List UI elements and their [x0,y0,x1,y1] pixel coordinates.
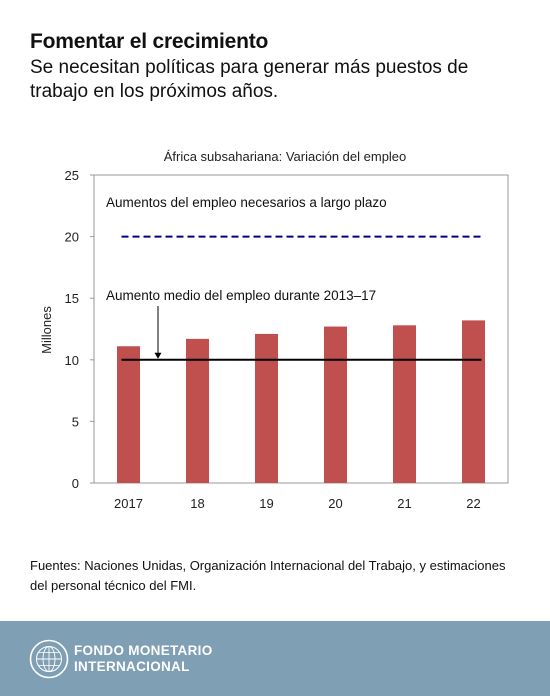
y-tick-label: 20 [65,230,79,245]
annotation-average: Aumento medio del empleo durante 2013–17 [106,288,376,303]
footer-bar: FONDO MONETARIO INTERNACIONAL [0,621,550,696]
y-tick-label: 25 [65,168,79,183]
y-axis: 0 5 10 15 20 25 [65,168,94,491]
y-tick-label: 5 [72,414,79,429]
x-tick-label: 21 [397,496,411,511]
x-tick-label: 20 [328,496,342,511]
plot-frame [93,174,509,484]
employment-chart: África subsahariana: Variación del emple… [39,149,509,511]
y-tick-label: 15 [65,291,79,306]
x-tick-label: 19 [259,496,273,511]
x-tick-label: 18 [190,496,204,511]
x-tick-label: 22 [466,496,480,511]
y-tick-label: 0 [72,476,79,491]
imf-logo-text: FONDO MONETARIO INTERNACIONAL [74,643,213,675]
imf-seal-icon [29,639,69,679]
y-tick-label: 10 [65,353,79,368]
annotation-long-term: Aumentos del empleo necesarios a largo p… [106,195,387,210]
annotation-arrowhead [154,352,162,359]
x-axis: 2017 18 19 20 21 22 [114,496,481,511]
chart-title: África subsahariana: Variación del emple… [164,149,407,164]
bars [117,320,485,483]
page-title: Fomentar el crecimiento [30,30,269,53]
logo-line-2: INTERNACIONAL [74,659,190,674]
bar-21 [393,325,416,483]
x-tick-label: 2017 [114,496,143,511]
bar-2017 [117,346,140,483]
bar-18 [186,338,209,483]
bar-19 [255,333,278,483]
source-note: Fuentes: Naciones Unidas, Organización I… [30,558,506,593]
page-subtitle: Se necesitan políticas para generar más … [30,57,469,102]
bar-22 [462,320,485,483]
bar-20 [324,326,347,483]
reference-lines: Aumentos del empleo necesarios a largo p… [106,195,482,361]
logo-line-1: FONDO MONETARIO [74,643,213,658]
y-axis-label: Millones [39,306,54,354]
